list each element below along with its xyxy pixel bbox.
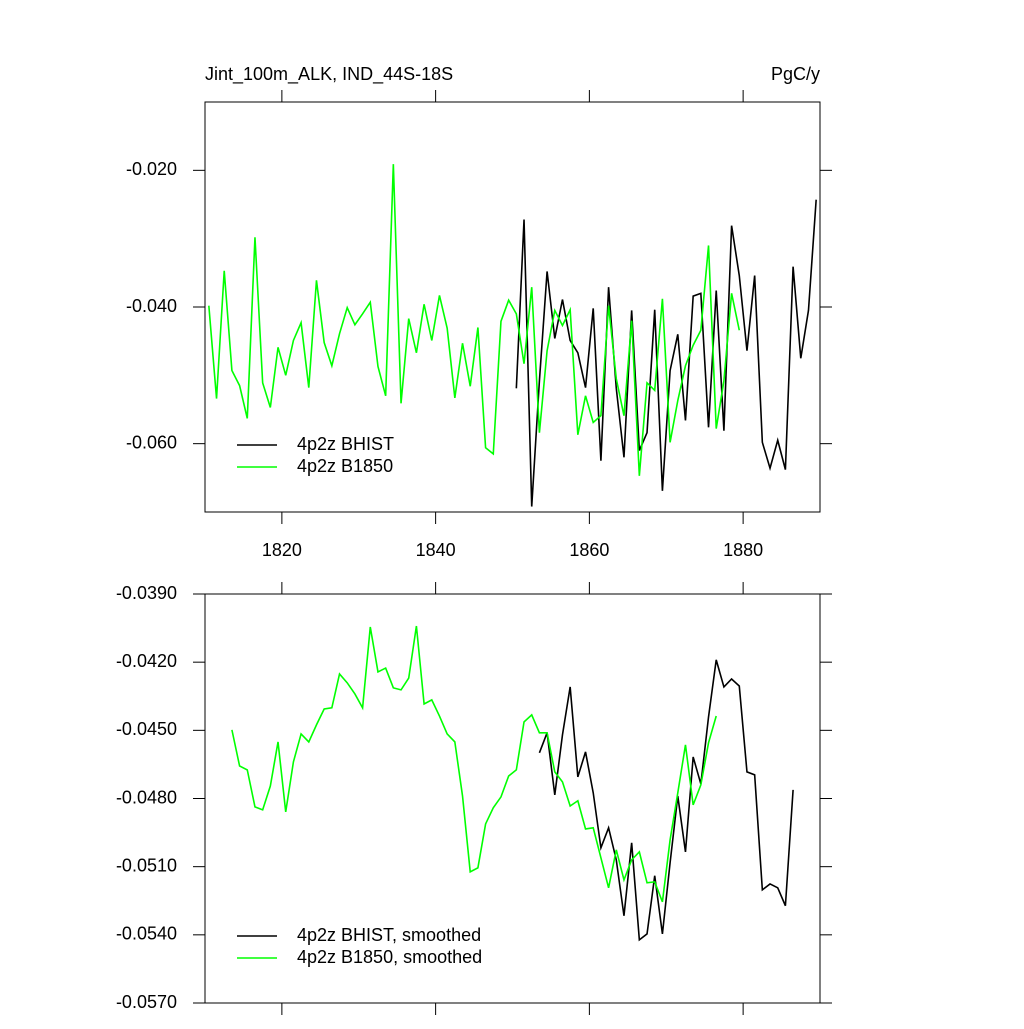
legend-label: 4p2z B1850 <box>297 456 393 476</box>
x-tick-label: 1840 <box>416 540 456 560</box>
y-tick-label: -0.020 <box>126 159 177 179</box>
legend-label: 4p2z BHIST, smoothed <box>297 925 481 945</box>
series-line <box>515 199 817 507</box>
y-tick-label: -0.060 <box>126 432 177 452</box>
y-tick-label: -0.0480 <box>116 787 177 807</box>
legend-label: 4p2z B1850, smoothed <box>297 947 482 967</box>
series-line <box>538 659 794 942</box>
x-tick-label: 1860 <box>569 540 609 560</box>
chart-title: Jint_100m_ALK, IND_44S-18S <box>205 64 453 85</box>
y-tick-label: -0.0540 <box>116 924 177 944</box>
x-tick-label: 1880 <box>723 540 763 560</box>
y-tick-label: -0.0510 <box>116 855 177 875</box>
x-tick-label: 1820 <box>262 540 302 560</box>
legend-label: 4p2z BHIST <box>297 434 394 454</box>
series-line <box>231 625 717 903</box>
y-tick-label: -0.0570 <box>116 992 177 1012</box>
y-tick-label: -0.0390 <box>116 583 177 603</box>
y-tick-label: -0.040 <box>126 296 177 316</box>
series-line <box>208 164 741 476</box>
units-label: PgC/y <box>771 64 820 84</box>
y-tick-label: -0.0450 <box>116 719 177 739</box>
y-tick-label: -0.0420 <box>116 651 177 671</box>
